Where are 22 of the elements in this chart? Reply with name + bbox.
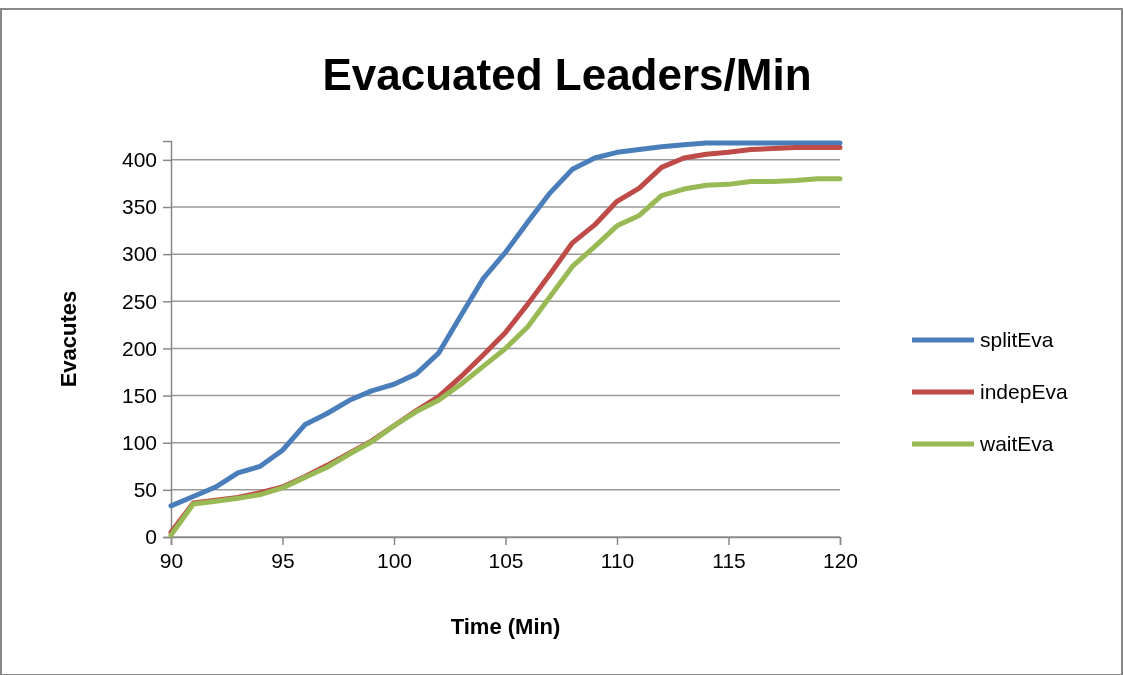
x-tick-label: 115 [712,548,746,572]
y-tick-label: 0 [145,525,157,549]
x-tick-label: 90 [159,548,184,572]
y-tick-label: 100 [121,430,157,454]
chart-title: Evacuated Leaders/Min [322,50,812,99]
x-tick-label: 100 [376,548,413,572]
x-tick-label: 95 [271,548,295,572]
y-tick-label: 200 [121,336,157,360]
y-tick-label: 150 [121,383,157,407]
x-tick-label: 105 [488,548,524,572]
y-tick-label: 400 [121,148,157,172]
y-tick-label: 50 [133,478,157,502]
legend-label: waitEva [979,432,1054,455]
x-tick-label: 120 [822,548,859,572]
y-tick-label: 300 [121,242,157,266]
y-axis-title: Evacutes [56,290,81,388]
y-tick-label: 250 [121,289,157,313]
x-axis-title: Time (Min) [450,614,561,639]
y-tick-label: 350 [121,195,157,219]
legend-label: indepEva [980,380,1068,403]
x-tick-label: 110 [600,548,635,572]
legend-label: splitEva [980,328,1054,351]
